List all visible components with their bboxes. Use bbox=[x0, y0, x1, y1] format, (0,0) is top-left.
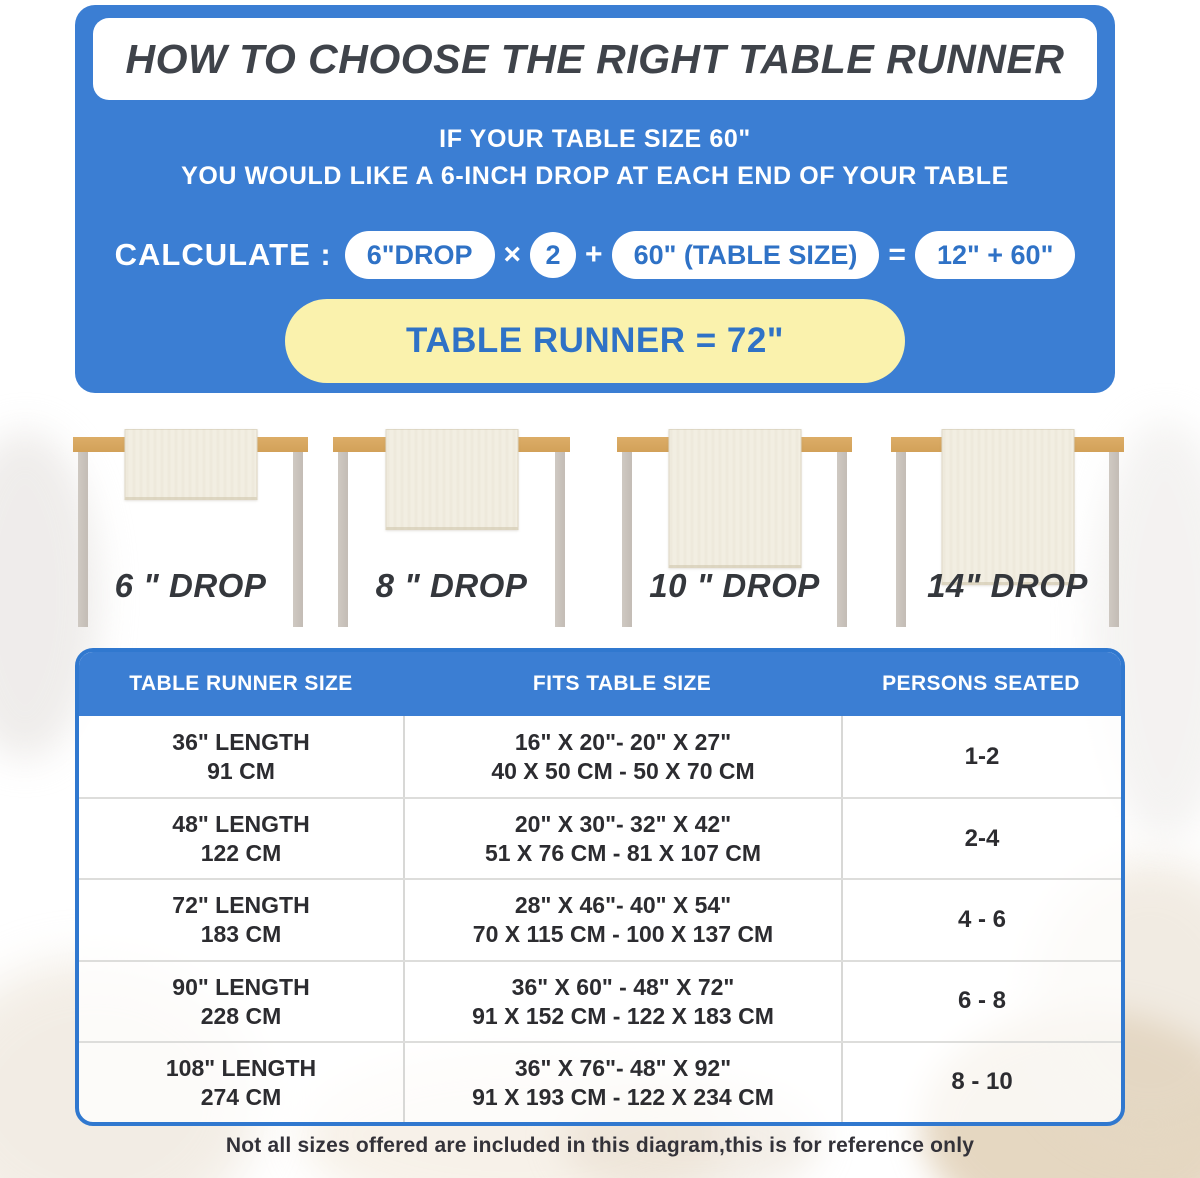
drop-label: 8 " DROP bbox=[375, 567, 528, 604]
calculate-label: CALCULATE : bbox=[114, 237, 332, 272]
cell-runner-size: 90" LENGTH 228 CM bbox=[79, 962, 403, 1041]
result-pill: TABLE RUNNER = 72" bbox=[285, 299, 905, 383]
fits-size-cm: 91 X 193 CM - 122 X 234 CM bbox=[472, 1083, 774, 1110]
drop-example-8-inch: 8 " DROP bbox=[333, 429, 570, 639]
cell-persons-seated: 8 - 10 bbox=[841, 1042, 1121, 1122]
table-leg-left bbox=[78, 452, 88, 627]
table-runner-illustration bbox=[941, 429, 1074, 585]
cell-persons-seated: 6 - 8 bbox=[841, 961, 1121, 1041]
table-runner-illustration bbox=[668, 429, 801, 568]
runner-length-in: 108" LENGTH bbox=[165, 1054, 317, 1081]
cell-persons-seated: 2-4 bbox=[841, 799, 1121, 879]
drop-label: 14" DROP bbox=[927, 567, 1088, 604]
table-row: 72" LENGTH 183 CM 28" X 46"- 40" X 54" 7… bbox=[79, 878, 1121, 960]
fits-size-cm: 70 X 115 CM - 100 X 137 CM bbox=[472, 921, 774, 948]
cell-fits-size: 28" X 46"- 40" X 54" 70 X 115 CM - 100 X… bbox=[403, 880, 841, 960]
fits-size-in: 36" X 76"- 48" X 92" bbox=[514, 1054, 732, 1081]
size-chart-table: TABLE RUNNER SIZE FITS TABLE SIZE PERSON… bbox=[75, 648, 1125, 1126]
runner-length-in: 90" LENGTH bbox=[172, 973, 310, 1000]
table-leg-right bbox=[1109, 452, 1119, 627]
header-banner: HOW TO CHOOSE THE RIGHT TABLE RUNNER IF … bbox=[75, 5, 1115, 393]
drop-value-pill: 6"DROP bbox=[344, 231, 495, 279]
cell-runner-size: 48" LENGTH 122 CM bbox=[79, 799, 403, 878]
fits-size-cm: 40 X 50 CM - 50 X 70 CM bbox=[491, 758, 755, 785]
table-size-pill: 60" (TABLE SIZE) bbox=[611, 231, 880, 279]
cell-persons-seated: 4 - 6 bbox=[841, 880, 1121, 960]
multiply-sign: × bbox=[503, 238, 522, 271]
drop-label: 6 " DROP bbox=[114, 567, 267, 604]
col-header-fits-size: FITS TABLE SIZE bbox=[532, 672, 712, 695]
title-box: HOW TO CHOOSE THE RIGHT TABLE RUNNER bbox=[93, 18, 1097, 100]
drop-example-14-inch: 14" DROP bbox=[891, 429, 1124, 639]
runner-length-in: 48" LENGTH bbox=[172, 811, 310, 838]
table-runner-illustration bbox=[385, 429, 518, 530]
table-leg-left bbox=[622, 452, 632, 627]
sum-pill: 12" + 60" bbox=[914, 231, 1076, 279]
table-leg-right bbox=[837, 452, 847, 627]
cell-runner-size: 72" LENGTH 183 CM bbox=[79, 880, 403, 959]
footer-note: Not all sizes offered are included in th… bbox=[225, 1134, 975, 1157]
cell-fits-size: 36" X 60" - 48" X 72" 91 X 152 CM - 122 … bbox=[403, 961, 841, 1041]
table-row: 36" LENGTH 91 CM 16" X 20"- 20" X 27" 40… bbox=[79, 716, 1121, 798]
col-header-persons: PERSONS SEATED bbox=[882, 672, 1080, 695]
fits-size-in: 36" X 60" - 48" X 72" bbox=[511, 973, 735, 1000]
fits-size-in: 16" X 20"- 20" X 27" bbox=[514, 729, 732, 756]
multiplier-badge: 2 bbox=[530, 232, 577, 278]
plus-sign: + bbox=[585, 238, 603, 271]
table-row: 90" LENGTH 228 CM 36" X 60" - 48" X 72" … bbox=[79, 959, 1121, 1041]
cell-fits-size: 36" X 76"- 48" X 92" 91 X 193 CM - 122 X… bbox=[403, 1042, 841, 1122]
drop-example-10-inch: 10 " DROP bbox=[617, 429, 852, 639]
calculation-row: CALCULATE : 6"DROP × 2 + 60" (TABLE SIZE… bbox=[75, 231, 1115, 279]
cell-fits-size: 16" X 20"- 20" X 27" 40 X 50 CM - 50 X 7… bbox=[403, 716, 841, 798]
cell-persons-seated: 1-2 bbox=[841, 716, 1121, 798]
table-runner-illustration bbox=[124, 429, 257, 500]
fits-size-in: 20" X 30"- 32" X 42" bbox=[514, 811, 732, 838]
col-header-runner-size: TABLE RUNNER SIZE bbox=[129, 672, 353, 695]
fits-size-cm: 91 X 152 CM - 122 X 183 CM bbox=[472, 1002, 774, 1029]
drop-label: 10 " DROP bbox=[649, 567, 820, 604]
fits-size-in: 28" X 46"- 40" X 54" bbox=[514, 892, 732, 919]
runner-length-cm: 122 CM bbox=[200, 840, 282, 867]
table-leg-left bbox=[896, 452, 906, 627]
table-row: 48" LENGTH 122 CM 20" X 30"- 32" X 42" 5… bbox=[79, 797, 1121, 879]
table-leg-right bbox=[555, 452, 565, 627]
subtitle-line-1: IF YOUR TABLE SIZE 60" bbox=[439, 125, 751, 153]
cell-runner-size: 108" LENGTH 274 CM bbox=[79, 1043, 403, 1122]
equals-sign: = bbox=[888, 238, 906, 271]
runner-length-cm: 183 CM bbox=[200, 921, 282, 948]
runner-length-cm: 274 CM bbox=[200, 1083, 282, 1110]
table-leg-left bbox=[338, 452, 348, 627]
table-leg-right bbox=[293, 452, 303, 627]
subtitle-line-2: YOU WOULD LIKE A 6-INCH DROP AT EACH END… bbox=[181, 162, 1009, 190]
table-body: 36" LENGTH 91 CM 16" X 20"- 20" X 27" 40… bbox=[79, 716, 1121, 1122]
table-row: 108" LENGTH 274 CM 36" X 76"- 48" X 92" … bbox=[79, 1040, 1121, 1122]
page-title: HOW TO CHOOSE THE RIGHT TABLE RUNNER bbox=[125, 35, 1065, 82]
fits-size-cm: 51 X 76 CM - 81 X 107 CM bbox=[484, 840, 762, 867]
runner-length-cm: 228 CM bbox=[200, 1002, 282, 1029]
runner-length-in: 72" LENGTH bbox=[172, 892, 310, 919]
table-header-row: TABLE RUNNER SIZE FITS TABLE SIZE PERSON… bbox=[79, 652, 1121, 716]
cell-fits-size: 20" X 30"- 32" X 42" 51 X 76 CM - 81 X 1… bbox=[403, 799, 841, 879]
result-text: TABLE RUNNER = 72" bbox=[406, 321, 784, 360]
runner-length-cm: 91 CM bbox=[207, 758, 275, 785]
cell-runner-size: 36" LENGTH 91 CM bbox=[79, 716, 403, 797]
drop-example-6-inch: 6 " DROP bbox=[73, 429, 308, 639]
runner-length-in: 36" LENGTH bbox=[172, 729, 310, 756]
